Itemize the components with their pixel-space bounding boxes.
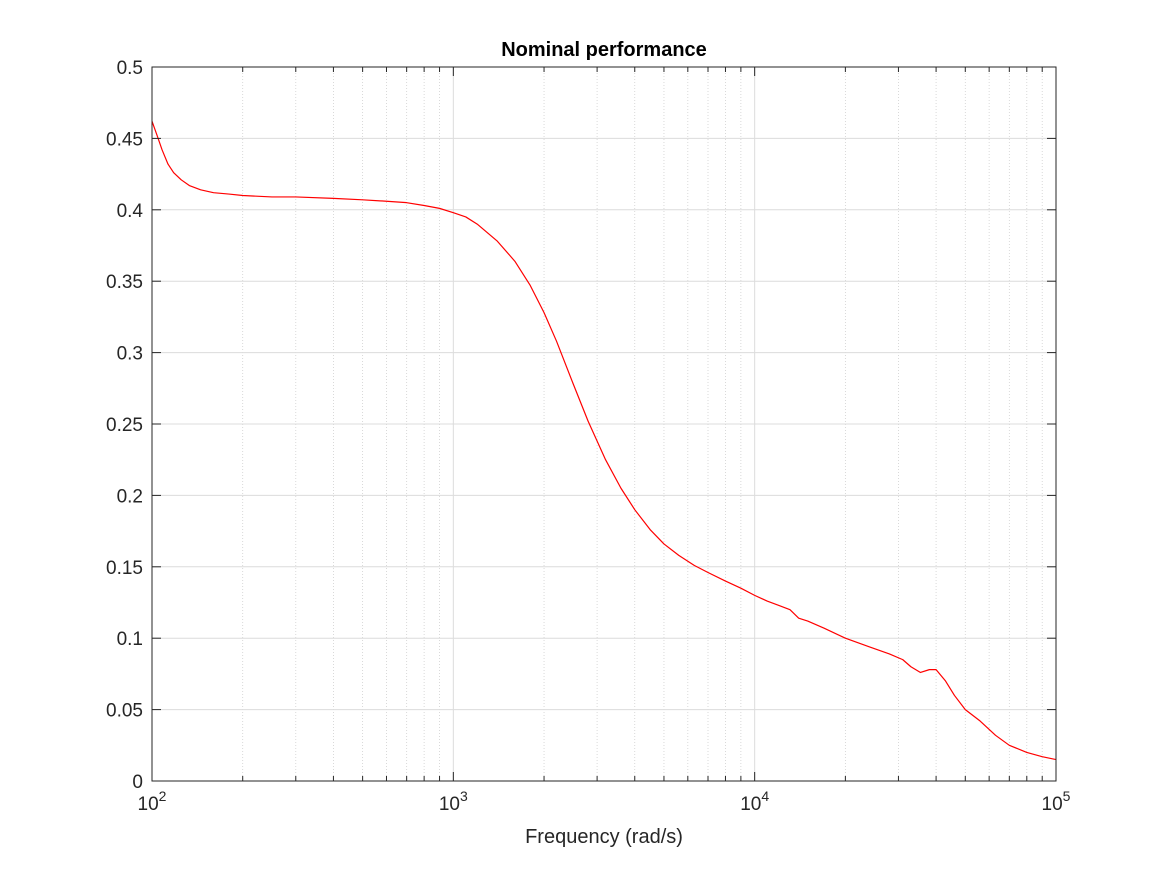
x-tick-label: 104 bbox=[740, 788, 769, 815]
x-tick-label: 102 bbox=[138, 788, 167, 815]
series-line bbox=[151, 121, 1057, 761]
y-tick-labels: 0 0.05 0.1 0.15 0.2 0.25 0.3 0.35 0.4 0.45 0.5 bbox=[106, 58, 143, 793]
y-tick-label: 0.25 bbox=[106, 415, 143, 436]
y-tick-label: 0.2 bbox=[117, 486, 143, 507]
x-axis-label: Frequency (rad/s) bbox=[525, 826, 683, 848]
y-tick-label: 0.4 bbox=[117, 201, 144, 222]
y-tick-label: 0.15 bbox=[106, 558, 143, 579]
y-tick-label: 0.45 bbox=[106, 129, 143, 150]
y-tick-label: 0 bbox=[132, 772, 143, 793]
x-tick-label: 105 bbox=[1042, 788, 1071, 815]
chart-title: Nominal performance bbox=[501, 39, 707, 61]
y-tick-label: 0.3 bbox=[117, 344, 143, 365]
series-layer bbox=[151, 121, 1057, 761]
y-tick-label: 0.1 bbox=[117, 629, 143, 650]
tick-marks bbox=[151, 66, 1057, 782]
y-tick-label: 0.35 bbox=[106, 272, 143, 293]
y-tick-label: 0.05 bbox=[106, 701, 143, 722]
x-tick-labels: 102 103 104 105 bbox=[138, 788, 1071, 815]
x-tick-label: 103 bbox=[439, 788, 468, 815]
y-tick-label: 0.5 bbox=[117, 58, 143, 79]
